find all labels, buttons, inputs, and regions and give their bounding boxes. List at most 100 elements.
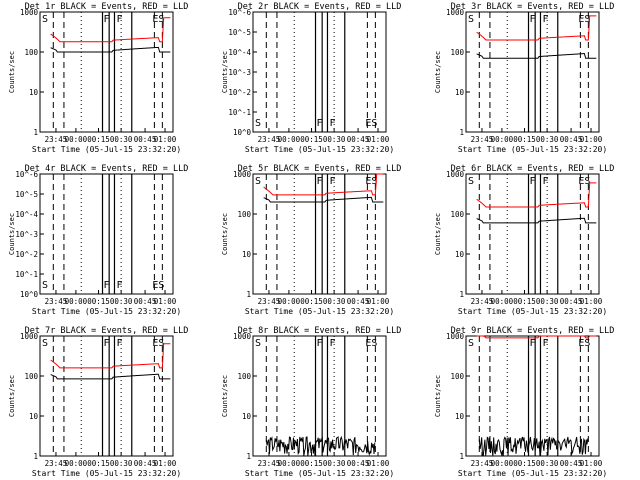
x-tick-label: 01:00: [367, 459, 390, 468]
y-tick-label: 100: [24, 372, 38, 381]
y-tick-label: 10: [242, 250, 252, 259]
y-axis-label: Counts/sec: [8, 51, 16, 93]
x-tick-label: 00:30: [323, 459, 346, 468]
y-tick-label: 100: [450, 372, 464, 381]
marker-label-f: F: [116, 14, 122, 25]
x-tick-label: 00:30: [110, 135, 133, 144]
x-axis-label: Start Time (05-Jul-15 23:32:20): [32, 307, 181, 316]
events-series-line: [476, 53, 597, 59]
panel-title: Det 8r BLACK = Events, RED = LLD: [238, 326, 402, 336]
x-tick-label: 01:00: [154, 459, 177, 468]
y-tick-label: 10^0: [233, 128, 252, 137]
panel-title: Det 1r BLACK = Events, RED = LLD: [25, 2, 189, 12]
y-axis-label: Counts/sec: [221, 51, 229, 93]
x-axis-label: Start Time (05-Jul-15 23:32:20): [458, 469, 607, 478]
plot-frame: [252, 173, 387, 295]
marker-label-f: F: [542, 176, 548, 187]
marker-label-f: F: [317, 176, 323, 187]
marker-label-s: S: [255, 176, 261, 187]
y-tick-label: 1000: [20, 332, 39, 341]
x-tick-label: 00:45: [347, 297, 370, 306]
plot-frame: [39, 335, 174, 457]
y-axis-label: Counts/sec: [434, 213, 442, 255]
panel-det-9: Det 9r BLACK = Events, RED = LLD 1 10 100 10…: [434, 326, 614, 478]
plot-frame: [252, 335, 387, 457]
y-tick-label: 100: [450, 210, 464, 219]
x-axis-label: Start Time (05-Jul-15 23:32:20): [245, 145, 394, 154]
panel-det-6: Det 6r BLACK = Events, RED = LLD 1 10 100 10…: [434, 164, 614, 316]
marker-label-s: S: [42, 338, 48, 349]
marker-label-es: ES: [152, 338, 164, 349]
x-tick-label: 00:00: [278, 135, 301, 144]
marker-label-s: S: [468, 14, 474, 25]
plot-frame: [465, 173, 600, 295]
marker-label-f: F: [116, 280, 122, 291]
x-tick-label: 00:45: [134, 135, 157, 144]
x-tick-label: 01:00: [580, 297, 603, 306]
y-axis-label: Counts/sec: [221, 375, 229, 417]
marker-label-es: ES: [152, 14, 164, 25]
marker-label-f: F: [317, 118, 323, 129]
y-tick-label: 10^-3: [228, 68, 251, 77]
marker-label-f: F: [329, 118, 335, 129]
x-tick-label: 00:30: [536, 459, 559, 468]
marker-label-s: S: [255, 118, 261, 129]
panel-det-8: Det 8r BLACK = Events, RED = LLD 1 10 100 10…: [221, 326, 401, 478]
y-tick-label: 10^-5: [15, 190, 38, 199]
panel-title: Det 5r BLACK = Events, RED = LLD: [238, 164, 402, 174]
events-series-line: [476, 217, 597, 224]
marker-label-f: F: [542, 338, 548, 349]
y-tick-label: 1000: [446, 8, 465, 17]
marker-label-s: S: [255, 338, 261, 349]
x-tick-label: 00:00: [65, 135, 88, 144]
panel-det-1: Det 1r BLACK = Events, RED = LLD 1 10 100 10…: [8, 2, 188, 154]
panel-det-5: Det 5r BLACK = Events, RED = LLD 1 10 100 10…: [221, 164, 401, 316]
y-tick-label: 1000: [233, 170, 252, 179]
x-tick-label: 00:00: [491, 135, 514, 144]
events-series-line: [263, 196, 384, 203]
x-tick-label: 23:45: [45, 135, 68, 144]
y-tick-label: 10: [29, 412, 39, 421]
x-tick-label: 01:00: [154, 135, 177, 144]
plot-frame: [39, 173, 174, 295]
x-tick-label: 00:30: [323, 297, 346, 306]
x-axis-label: Start Time (05-Jul-15 23:32:20): [32, 469, 181, 478]
x-axis-label: Start Time (05-Jul-15 23:32:20): [458, 145, 607, 154]
y-tick-label: 100: [450, 48, 464, 57]
x-tick-label: 00:00: [278, 297, 301, 306]
x-axis-label: Start Time (05-Jul-15 23:32:20): [32, 145, 181, 154]
y-axis-label: Counts/sec: [434, 51, 442, 93]
x-tick-label: 00:15: [300, 297, 323, 306]
marker-label-f: F: [104, 338, 110, 349]
panel-det-2: Det 2r BLACK = Events, RED = LLD 10^0 10^-…: [221, 2, 401, 154]
marker-label-f: F: [530, 14, 536, 25]
x-tick-label: 23:45: [471, 297, 494, 306]
y-axis-label: Counts/sec: [8, 213, 16, 255]
x-tick-label: 23:45: [45, 459, 68, 468]
y-tick-label: 1: [459, 452, 464, 461]
marker-label-f: F: [104, 280, 110, 291]
y-tick-label: 10^-1: [15, 270, 38, 279]
marker-label-es: ES: [578, 14, 590, 25]
x-tick-label: 00:00: [491, 297, 514, 306]
y-tick-label: 10^-4: [228, 48, 251, 57]
events-series-line: [50, 373, 171, 380]
y-tick-label: 10^-2: [228, 88, 251, 97]
x-tick-label: 00:45: [347, 459, 370, 468]
y-tick-label: 1000: [446, 170, 465, 179]
marker-label-es: ES: [365, 176, 377, 187]
lld-series-line: [476, 335, 597, 339]
y-tick-label: 10: [29, 88, 39, 97]
y-tick-label: 10: [455, 412, 465, 421]
x-tick-label: 01:00: [154, 297, 177, 306]
marker-label-es: ES: [578, 176, 590, 187]
marker-label-es: ES: [365, 118, 377, 129]
x-tick-label: 01:00: [580, 135, 603, 144]
x-tick-label: 23:45: [258, 135, 281, 144]
panel-title: Det 7r BLACK = Events, RED = LLD: [25, 326, 189, 336]
x-tick-label: 00:15: [300, 459, 323, 468]
x-tick-label: 00:30: [536, 135, 559, 144]
plot-frame: [465, 335, 600, 457]
y-tick-label: 10^-6: [15, 170, 38, 179]
